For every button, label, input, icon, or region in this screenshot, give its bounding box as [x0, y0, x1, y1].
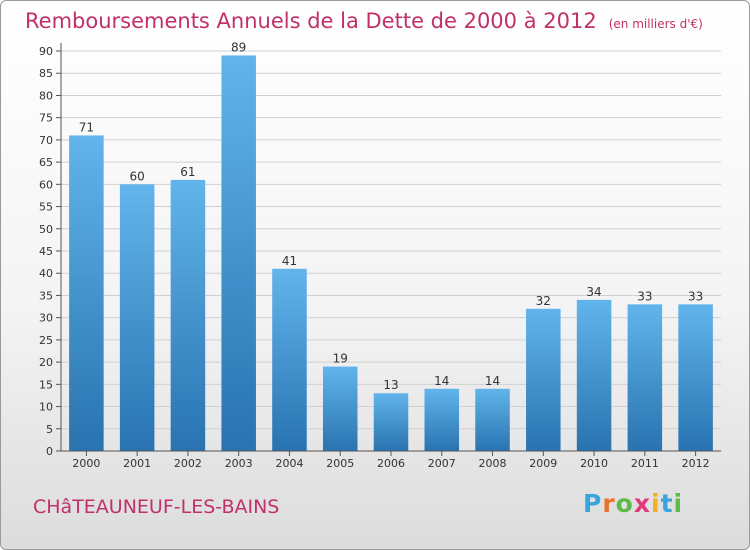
y-tick-label: 65	[39, 156, 53, 169]
logo-letter: i	[651, 489, 661, 518]
bar-2001	[119, 184, 155, 452]
y-tick-label: 85	[39, 67, 53, 80]
data-label-2012: 33	[688, 289, 703, 303]
proxiti-logo: Proxiti	[583, 489, 683, 518]
bar-2011	[627, 304, 663, 451]
logo-letter: t	[660, 489, 674, 518]
y-tick-label: 75	[39, 112, 53, 125]
data-label-2001: 60	[130, 169, 145, 183]
data-label-2000: 71	[79, 120, 94, 134]
y-tick-label: 0	[46, 445, 53, 458]
data-label-2006: 13	[383, 378, 398, 392]
bars	[69, 55, 713, 452]
chart-title-block: Remboursements Annuels de la Dette de 20…	[25, 9, 703, 33]
x-tick-label: 2007	[428, 457, 456, 470]
x-tick-label: 2004	[275, 457, 303, 470]
x-tick-label: 2000	[72, 457, 100, 470]
data-label-2004: 41	[282, 254, 297, 268]
y-tick-label: 45	[39, 245, 53, 258]
y-tick-label: 10	[39, 401, 53, 414]
x-tick-label: 2011	[631, 457, 659, 470]
logo-letter: P	[583, 489, 603, 518]
data-label-2005: 19	[333, 352, 348, 366]
data-label-2010: 34	[586, 285, 601, 299]
bar-2007	[424, 388, 460, 451]
x-tick-label: 2001	[123, 457, 151, 470]
x-tick-label: 2008	[479, 457, 507, 470]
bar-2000	[69, 135, 104, 451]
y-tick-label: 55	[39, 201, 53, 214]
bar-2008	[475, 388, 510, 451]
logo-letter: r	[602, 489, 616, 518]
x-tick-label: 2012	[682, 457, 710, 470]
axes	[60, 43, 721, 452]
y-tick-label: 25	[39, 334, 53, 347]
chart-subtitle: (en milliers d'€)	[608, 17, 703, 31]
data-labels: 71 60 61 89 41 19 13 14 14 32 34 33 33	[79, 40, 704, 392]
logo-letter: x	[633, 489, 651, 518]
y-tick-label: 70	[39, 134, 53, 147]
chart-title: Remboursements Annuels de la Dette de 20…	[25, 9, 597, 33]
y-tick-label: 20	[39, 356, 53, 369]
data-label-2003: 89	[231, 40, 246, 54]
data-label-2009: 32	[536, 294, 551, 308]
x-axis-ticks: 2000 2001 2002 2003 2004 2005 2006 2007 2008 2009…	[72, 451, 710, 470]
data-label-2007: 14	[434, 374, 449, 388]
bar-2002	[170, 179, 206, 451]
data-label-2002: 61	[180, 165, 195, 179]
y-tick-label: 5	[46, 423, 53, 436]
logo-letter: i	[673, 489, 684, 518]
bar-2004	[272, 268, 307, 451]
x-tick-label: 2003	[225, 457, 253, 470]
bar-2006	[373, 393, 409, 451]
y-tick-label: 90	[39, 45, 53, 58]
bar-2003	[221, 55, 256, 451]
y-tick-label: 30	[39, 312, 53, 325]
x-tick-label: 2002	[174, 457, 202, 470]
x-tick-label: 2005	[326, 457, 354, 470]
y-tick-label: 15	[39, 378, 53, 391]
x-tick-label: 2009	[529, 457, 557, 470]
y-tick-label: 40	[39, 267, 53, 280]
bar-2009	[526, 308, 561, 451]
bar-2005	[322, 366, 358, 451]
bar-2010	[576, 299, 612, 451]
y-tick-label: 35	[39, 289, 53, 302]
data-label-2011: 33	[637, 289, 652, 303]
bar-2012	[678, 304, 713, 451]
city-name: CHâTEAUNEUF-LES-BAINS	[33, 496, 280, 518]
x-tick-label: 2010	[580, 457, 608, 470]
x-tick-label: 2006	[377, 457, 405, 470]
logo-letter: o	[615, 489, 634, 518]
data-label-2008: 14	[485, 374, 500, 388]
y-tick-label: 80	[39, 89, 53, 102]
y-tick-label: 60	[39, 178, 53, 191]
y-axis-ticks: 0 5 10 15 20 25 30 35 40 45 50 55 60 65 70 75 80 85 90	[39, 45, 61, 458]
y-tick-label: 50	[39, 223, 53, 236]
